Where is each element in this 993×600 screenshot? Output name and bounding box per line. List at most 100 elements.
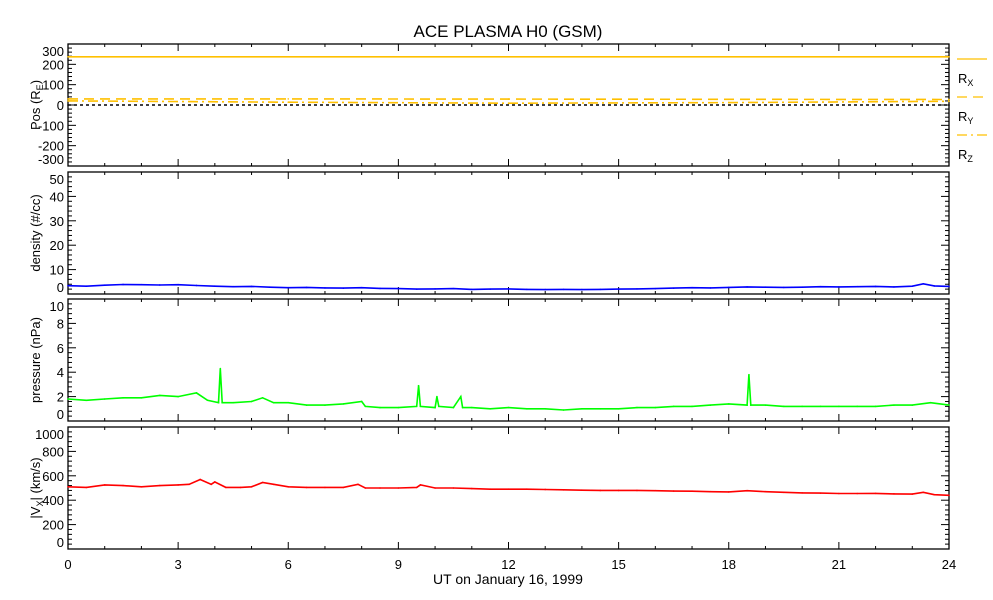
data-point: [85, 399, 88, 402]
data-point: [489, 488, 491, 491]
data-point: [507, 288, 510, 290]
data-point: [140, 485, 143, 488]
y-tick-label: 0: [57, 280, 64, 295]
panel-1: 0 10 20 30 40 50 density (#/cc): [28, 171, 950, 295]
x-tick-label: 3: [175, 557, 182, 572]
y-axis-label: |VX| (km/s): [28, 457, 45, 518]
data-point: [489, 288, 491, 290]
data-point: [672, 490, 675, 492]
legend-label-subscript: Z: [967, 154, 973, 164]
data-point: [324, 287, 326, 289]
y-tick-label: 0: [57, 407, 64, 422]
data-point: [801, 405, 803, 408]
data-point: [749, 404, 752, 406]
data-point: [801, 286, 803, 288]
series-line-density: [67, 282, 950, 291]
data-point: [250, 400, 253, 403]
data-point: [948, 104, 950, 106]
y-tick-label: 10: [50, 299, 64, 314]
data-point: [305, 286, 308, 289]
data-point: [437, 405, 440, 408]
data-point: [507, 102, 510, 104]
data-point: [379, 487, 381, 489]
data-point: [158, 394, 161, 397]
data-point: [727, 286, 730, 289]
data-point: [599, 408, 602, 410]
y-tick-label: 2: [57, 390, 64, 405]
data-point: [419, 484, 422, 486]
data-point: [379, 406, 381, 409]
data-point: [948, 404, 950, 406]
data-point: [272, 401, 275, 404]
data-point: [342, 287, 345, 289]
data-point: [158, 484, 161, 487]
data-point: [801, 492, 803, 494]
legend-label: RZ: [958, 147, 973, 164]
y-tick-label: 0: [57, 535, 64, 550]
data-point: [287, 286, 290, 289]
data-point: [874, 285, 877, 288]
data-point: [691, 490, 693, 492]
data-point: [709, 404, 712, 406]
data-point: [470, 406, 473, 409]
data-point: [140, 283, 143, 286]
x-tick-label: 0: [64, 557, 71, 572]
data-point: [874, 492, 877, 495]
data-point: [434, 487, 436, 489]
legend-label-text: R: [958, 109, 967, 124]
data-point: [544, 288, 547, 291]
data-point: [140, 397, 143, 399]
data-point: [948, 98, 950, 101]
y-tick-label: -300: [38, 152, 64, 167]
y-tick-label: 40: [50, 189, 64, 204]
y-axis-label-suffix: | (km/s): [28, 457, 43, 500]
x-tick-label: 21: [832, 557, 846, 572]
data-point: [874, 405, 877, 408]
data-point: [214, 285, 216, 287]
data-point: [305, 486, 308, 489]
data-point: [856, 492, 859, 495]
data-point: [911, 404, 914, 406]
y-tick-label: 600: [42, 469, 64, 484]
data-point: [654, 406, 657, 409]
data-point: [819, 405, 822, 408]
data-point: [507, 98, 510, 100]
data-point: [581, 288, 583, 291]
panel-frame: [67, 298, 950, 422]
data-point: [324, 404, 326, 406]
data-point: [727, 98, 730, 101]
data-point: [122, 484, 124, 487]
data-point: [419, 405, 422, 408]
y-axis-label-text: density (#/cc): [28, 194, 43, 271]
data-point: [287, 485, 290, 488]
data-point: [67, 100, 69, 102]
data-point: [85, 486, 88, 489]
data-point: [893, 404, 895, 406]
legend-label: RY: [958, 109, 973, 126]
y-tick-label: 400: [42, 493, 64, 508]
data-point: [434, 406, 436, 409]
data-point: [933, 493, 936, 496]
data-point: [856, 285, 859, 288]
x-tick-label: 15: [611, 557, 625, 572]
y-tick-label: 8: [57, 316, 64, 331]
data-point: [470, 487, 473, 490]
data-point: [195, 392, 198, 394]
y-tick-label: 100: [42, 78, 64, 93]
y-tick-label: 200: [42, 518, 64, 533]
y-axis-label: Pos (RE): [28, 80, 45, 130]
y-axis-label-text: pressure (nPa): [28, 317, 43, 403]
data-point: [199, 478, 201, 481]
y-tick-label: -100: [38, 118, 64, 133]
data-point: [206, 399, 209, 402]
data-point: [617, 489, 620, 492]
y-tick-label: 200: [42, 57, 64, 72]
data-point: [397, 287, 400, 290]
data-point: [103, 398, 106, 400]
data-point: [581, 408, 583, 410]
panel-frame: [67, 171, 950, 295]
data-point: [360, 286, 363, 289]
data-point: [507, 406, 510, 409]
data-point: [452, 287, 455, 290]
